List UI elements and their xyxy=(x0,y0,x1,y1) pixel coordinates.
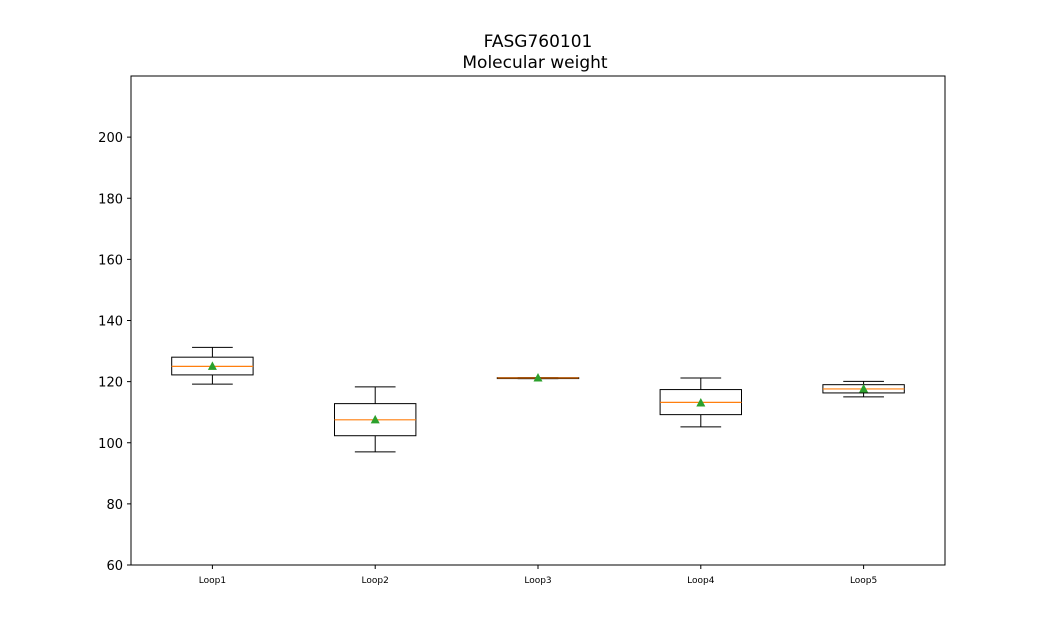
mean-marker xyxy=(370,414,380,424)
x-tick-label: Loop3 xyxy=(524,576,551,586)
x-tick-label: Loop5 xyxy=(850,576,877,586)
mean-marker xyxy=(207,361,217,370)
x-tick-label: Loop2 xyxy=(362,576,389,586)
mean-marker xyxy=(696,398,706,407)
plot-marks: 60 80 100 120 140 160 180 200 Loop1 Loop2 Loop3 Loo… xyxy=(98,131,905,586)
y-tick-label: 120 xyxy=(98,376,123,391)
y-tick-label: 140 xyxy=(98,315,123,330)
chart-title: FASG760101 xyxy=(484,32,593,52)
mean-marker xyxy=(533,372,543,382)
y-tick-label: 80 xyxy=(106,498,123,513)
y-tick-label: 60 xyxy=(106,559,123,574)
plot-frame xyxy=(130,75,946,566)
x-tick-label: Loop1 xyxy=(199,576,226,586)
mean-marker xyxy=(859,383,869,393)
x-tick-label: Loop4 xyxy=(687,576,715,586)
y-tick-label: 200 xyxy=(98,131,123,146)
y-tick-label: 180 xyxy=(98,192,123,207)
chart-subtitle: Molecular weight xyxy=(462,53,608,73)
y-tick-label: 160 xyxy=(98,253,123,268)
y-tick-label: 100 xyxy=(98,437,123,452)
